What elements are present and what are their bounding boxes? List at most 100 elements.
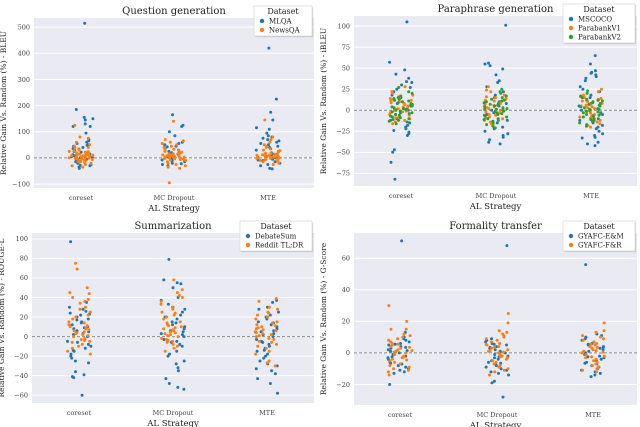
- data-point: [256, 156, 260, 160]
- data-point: [254, 335, 258, 339]
- data-point: [66, 349, 70, 353]
- data-point: [166, 334, 170, 338]
- data-point: [178, 320, 182, 324]
- data-point: [73, 156, 77, 160]
- data-point: [274, 297, 278, 300]
- data-point: [266, 138, 270, 142]
- data-point: [254, 331, 258, 335]
- data-point: [271, 321, 274, 325]
- data-point: [89, 161, 93, 165]
- data-point: [160, 337, 164, 340]
- y-tick-label: −40: [14, 372, 28, 380]
- data-point: [482, 118, 486, 121]
- data-point: [593, 373, 597, 377]
- data-point: [494, 113, 498, 117]
- data-point: [259, 164, 263, 168]
- data-point: [389, 345, 393, 349]
- data-point: [176, 366, 180, 370]
- data-point: [392, 106, 396, 110]
- data-point: [593, 54, 597, 58]
- data-point: [485, 88, 488, 92]
- data-point: [266, 134, 270, 138]
- x-tick-label: MC Dropout: [153, 409, 194, 417]
- data-point: [401, 110, 405, 114]
- data-point: [263, 118, 267, 122]
- data-point: [405, 358, 409, 362]
- series-gyafc-f-r: [386, 304, 606, 377]
- data-point: [276, 157, 279, 161]
- data-point: [597, 107, 601, 111]
- data-point: [389, 101, 393, 105]
- y-tick-label: 20: [342, 318, 350, 326]
- x-tick-label: MC Dropout: [476, 192, 517, 200]
- data-point: [167, 181, 171, 185]
- data-point: [578, 118, 582, 122]
- data-point: [597, 103, 601, 107]
- data-point: [484, 340, 488, 344]
- data-point: [488, 138, 492, 142]
- data-point: [81, 307, 85, 311]
- data-point: [405, 319, 409, 323]
- data-point: [588, 345, 592, 349]
- data-point: [388, 359, 392, 363]
- data-point: [407, 90, 411, 94]
- data-point: [162, 278, 166, 282]
- data-point: [387, 343, 391, 347]
- data-point: [167, 382, 171, 385]
- data-point: [584, 353, 588, 356]
- data-point: [402, 332, 406, 336]
- data-point: [387, 373, 391, 377]
- data-point: [84, 131, 88, 135]
- data-point: [397, 86, 401, 89]
- data-point: [170, 320, 174, 324]
- data-point: [490, 108, 494, 112]
- data-point: [504, 23, 508, 27]
- series-newsqa: [67, 118, 282, 185]
- subplot-formality-transfer: −20 0 20 40 60 coreset MC Dropout MTE Formality …: [319, 220, 637, 427]
- data-point: [271, 163, 275, 166]
- data-point: [490, 97, 494, 101]
- data-point: [91, 153, 95, 157]
- y-tick-label: 0: [346, 349, 350, 357]
- data-point: [86, 313, 90, 317]
- data-point: [390, 115, 394, 119]
- data-point: [255, 126, 258, 130]
- data-point: [594, 69, 597, 73]
- data-point: [173, 157, 177, 161]
- data-point: [70, 356, 74, 360]
- data-point: [178, 342, 182, 346]
- y-tick-label: −50: [336, 149, 350, 157]
- data-point: [589, 71, 593, 75]
- data-point: [484, 342, 488, 346]
- data-point: [405, 80, 408, 84]
- data-point: [387, 338, 390, 342]
- data-point: [257, 299, 261, 303]
- data-point: [580, 108, 583, 112]
- data-point: [83, 150, 87, 154]
- data-point: [497, 371, 500, 375]
- data-point: [173, 311, 177, 315]
- data-point: [502, 109, 506, 113]
- data-point: [487, 360, 490, 364]
- data-point: [82, 321, 86, 325]
- data-point: [171, 286, 175, 290]
- y-tick-label: 20: [20, 313, 28, 321]
- y-tick-label: 500: [18, 23, 30, 31]
- y-axis-label: Relative Gain Vs. Random (%) - G-Score: [319, 242, 328, 395]
- data-point: [163, 332, 167, 336]
- data-point: [172, 346, 176, 350]
- data-point: [178, 166, 182, 170]
- data-point: [261, 160, 265, 164]
- data-point: [588, 96, 592, 100]
- data-point: [401, 107, 405, 111]
- data-point: [404, 338, 408, 342]
- data-point: [273, 324, 277, 328]
- data-point: [267, 46, 271, 50]
- data-point: [161, 153, 165, 157]
- data-point: [393, 342, 397, 346]
- data-point: [597, 113, 601, 117]
- data-point: [79, 150, 83, 154]
- data-point: [598, 354, 602, 358]
- data-point: [73, 146, 77, 150]
